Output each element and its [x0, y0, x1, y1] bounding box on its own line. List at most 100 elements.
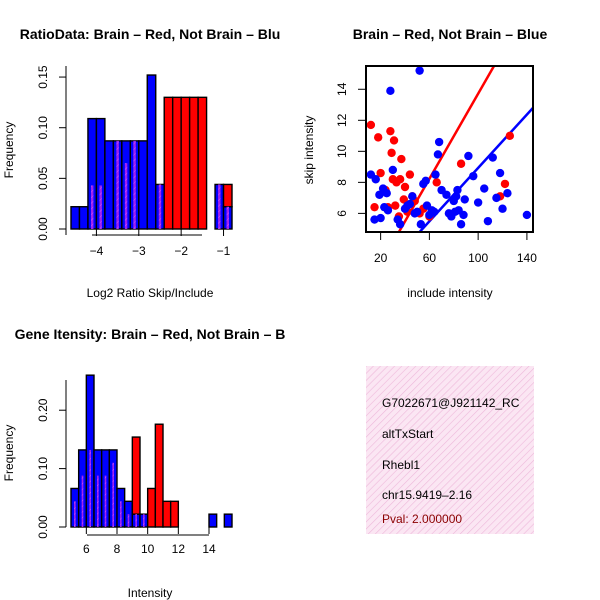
ratio-overlap-bar: [158, 184, 162, 229]
scatter-point-blue: [522, 210, 532, 220]
scatter-point-blue: [433, 150, 443, 159]
info-event-id: G7022671@J921142_RC: [382, 396, 520, 410]
scatter-point-blue: [480, 184, 489, 193]
ratio-overlap-bar: [133, 140, 136, 229]
scatter-fit-lines: [397, 66, 533, 232]
scatter-fit-line-red: [397, 66, 496, 232]
ratio-blue-bar: [78, 206, 89, 230]
scatter-point-red: [389, 136, 399, 145]
ratio-overlap-bar: [90, 185, 94, 229]
info-panel-background: [366, 366, 534, 534]
scatter-x-tick-label: 20: [374, 251, 388, 265]
info-pvalue: Pval: 2.000000: [382, 512, 462, 526]
intensity-red-bar: [154, 423, 164, 528]
scatter-point-blue: [376, 213, 385, 223]
ratio-overlap-bar: [124, 163, 128, 229]
intensity-blue-bar: [208, 513, 218, 528]
intensity-ticks: 6 8 10 12 14 0.00 0.10 0.20: [36, 398, 216, 556]
scatter-chart-title: Brain – Red, Not Brain – Blue: [353, 26, 548, 42]
info-event-type: altTxStart: [382, 427, 434, 441]
ratio-blue-bar: [70, 206, 81, 230]
scatter-point-blue: [460, 195, 469, 204]
scatter-point-blue: [469, 171, 478, 181]
scatter-x-tick-label: 60: [423, 251, 437, 265]
intensity-bars: [70, 374, 233, 528]
ratio-y-tick-label: 0.15: [36, 65, 50, 89]
scatter-point-blue: [415, 66, 424, 75]
intensity-overlap-bar: [127, 514, 130, 527]
intensity-x-tick-label: 10: [141, 542, 155, 556]
intensity-blue-bar: [223, 513, 233, 528]
intensity-red-bar: [146, 487, 157, 528]
intensity-y-tick-label: 0.10: [36, 457, 50, 481]
ratio-y-label: Frequency: [2, 122, 16, 179]
intensity-overlap-bar: [120, 501, 122, 527]
scatter-point-blue: [456, 220, 466, 229]
ratio-bars: [70, 74, 233, 230]
scatter-point-blue: [492, 193, 501, 203]
intensity-x-tick-label: 8: [114, 542, 121, 556]
scatter-point-blue: [495, 168, 505, 178]
info-gene-name: Rhebl1: [382, 458, 420, 472]
scatter-point-red: [432, 178, 441, 187]
scatter-point-red: [505, 131, 515, 141]
ratio-x-label: Log2 Ratio Skip/Include: [87, 286, 214, 300]
scatter-point-blue: [488, 153, 497, 162]
intensity-overlap-bar: [143, 514, 145, 527]
scatter-point-blue: [442, 190, 451, 199]
ratio-red-bar: [197, 96, 208, 230]
scatter-y-tick-label: 12: [335, 113, 349, 127]
scatter-point-blue: [421, 176, 430, 186]
intensity-x-tick-label: 14: [202, 542, 216, 556]
scatter-points: [366, 66, 532, 229]
scatter-point-blue: [453, 185, 462, 195]
scatter-point-blue: [388, 165, 398, 175]
scatter-point-red: [391, 201, 400, 210]
scatter-point-red: [500, 179, 510, 189]
ratio-x-tick-label: −4: [90, 244, 104, 258]
intensity-chart-title: Gene Itensity: Brain – Red, Not Brain – …: [15, 326, 286, 342]
ratio-overlap-bar: [218, 184, 221, 229]
scatter-point-red: [373, 133, 383, 142]
intensity-red-bar: [131, 436, 141, 515]
intensity-overlap-bar: [135, 514, 137, 527]
intensity-overlap-bar: [74, 501, 76, 527]
scatter-point-red: [400, 182, 410, 192]
intensity-x-label: Intensity: [128, 586, 173, 600]
scatter-point-blue: [464, 151, 473, 161]
intensity-overlap-bar: [81, 475, 84, 527]
ratio-overlap-bar: [226, 206, 229, 229]
ratio-blue-bar: [138, 140, 148, 230]
scatter-point-blue: [416, 220, 426, 229]
scatter-point-red: [456, 159, 466, 168]
intensity-overlap-bar: [97, 475, 99, 527]
scatter-point-red: [370, 202, 379, 212]
scatter-point-blue: [412, 207, 422, 217]
ratio-y-tick-label: 0.10: [36, 116, 50, 140]
scatter-point-blue: [434, 137, 444, 147]
info-location: chr15.9419–2.16: [382, 488, 472, 502]
scatter-y-tick-label: 6: [335, 210, 349, 217]
ratio-x-tick-label: −2: [174, 244, 188, 258]
scatter-point-red: [387, 148, 396, 158]
scatter-point-blue: [408, 192, 417, 201]
ratio-red-bar: [163, 96, 174, 230]
scatter-frame: [365, 65, 534, 233]
scatter-point-blue: [375, 190, 384, 199]
ratio-x-tick-label: −3: [132, 244, 146, 258]
intensity-y-tick-label: 0.00: [36, 515, 50, 539]
ratio-overlap-bar: [99, 185, 102, 229]
ratio-red-bar: [188, 96, 199, 230]
intensity-overlap-bar: [89, 449, 91, 527]
ratio-x-tick-label: −1: [217, 244, 231, 258]
scatter-point-blue: [382, 189, 391, 198]
ratio-red-bar: [171, 96, 182, 230]
info-panel: G7022671@J921142_RC altTxStart Rhebl1 ch…: [366, 366, 534, 534]
scatter-point-blue: [386, 86, 395, 96]
intensity-red-bar: [162, 500, 172, 528]
scatter-y-tick-label: 10: [335, 144, 349, 158]
ratio-red-bar: [180, 96, 191, 230]
intensity-histogram: Gene Itensity: Brain – Red, Not Brain – …: [2, 326, 285, 600]
intensity-y-tick-label: 0.20: [36, 398, 50, 422]
